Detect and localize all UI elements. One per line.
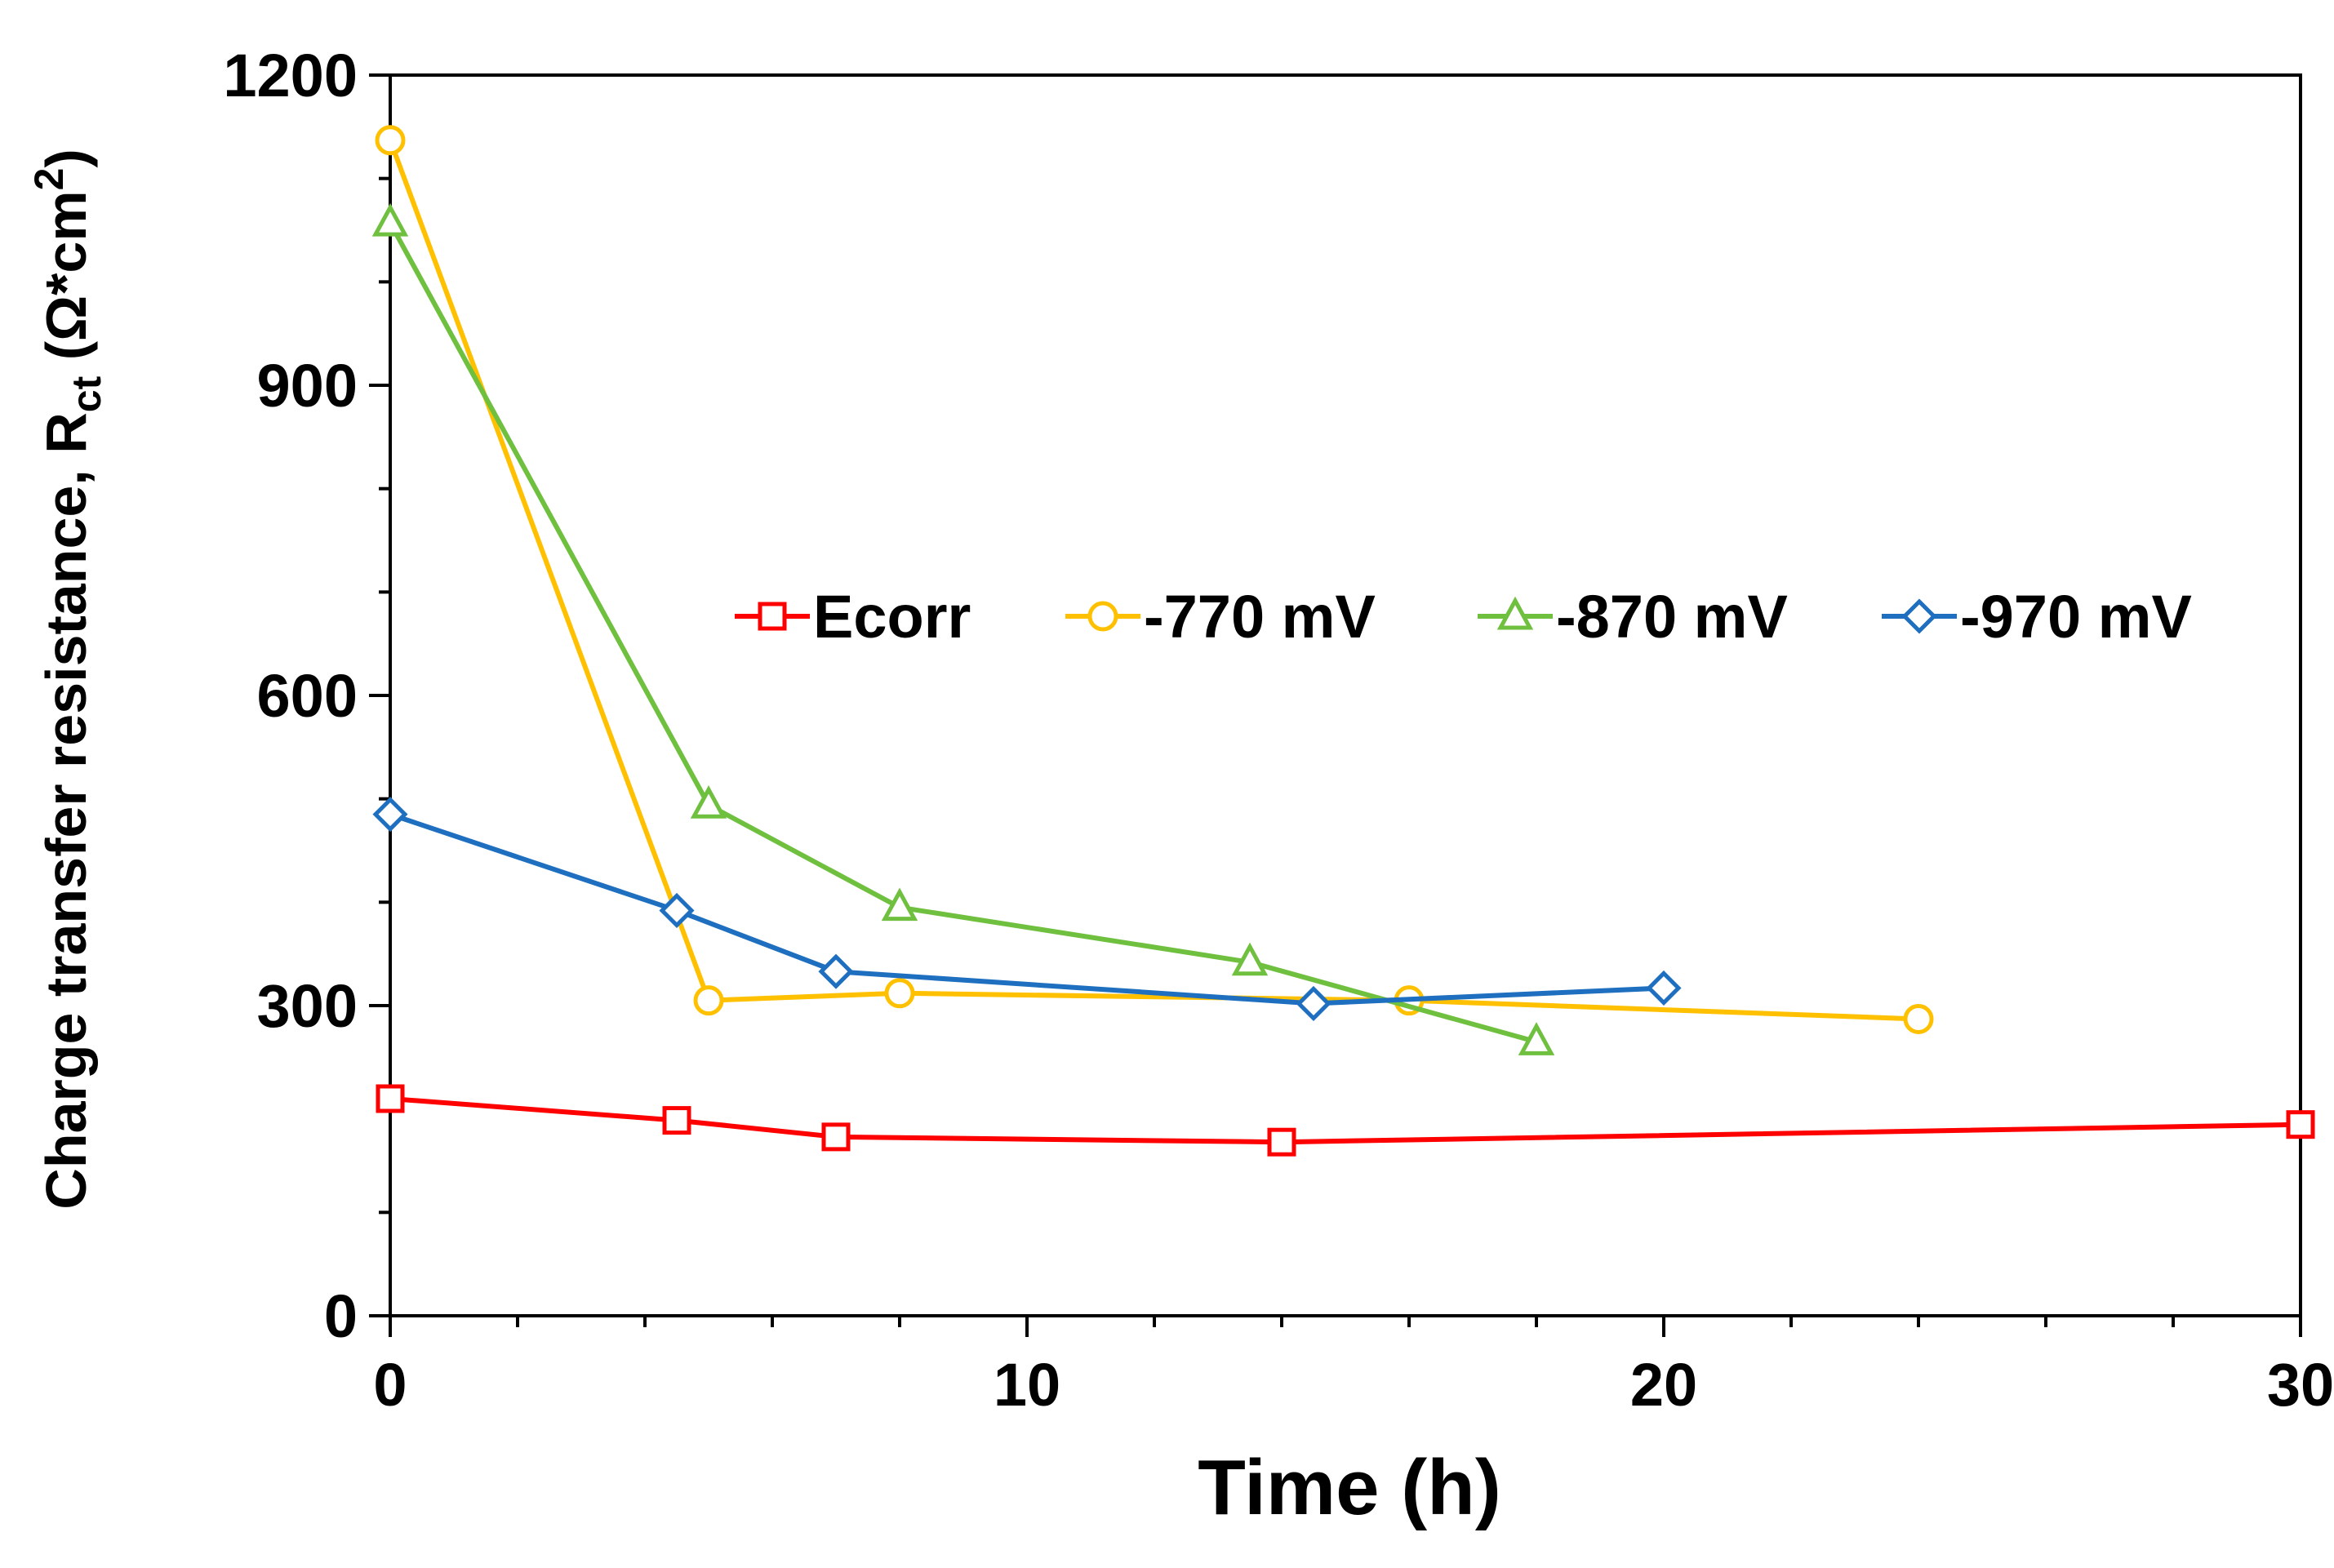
series-1 xyxy=(375,125,1934,1034)
y-tick-label: 900 xyxy=(257,352,358,420)
y-tick-label: 0 xyxy=(324,1282,358,1350)
y-axis-title-subscript: ct xyxy=(64,375,109,412)
y-axis-title: Charge transfer resistance, Rct (Ω*cm2) xyxy=(26,149,109,1209)
data-point xyxy=(659,892,695,929)
legend-label: -770 mV xyxy=(1144,583,1376,651)
data-point xyxy=(375,125,406,156)
y-axis-title-main: Charge transfer resistance, R xyxy=(34,412,98,1210)
data-point xyxy=(693,985,724,1016)
legend: Ecorr -770 mV -870 mV -970 mV xyxy=(735,583,2192,651)
axes: 0 300 600 900 1200 0 10 20 30 xyxy=(223,42,2334,1419)
y-axis-title-unit: (Ω*cm xyxy=(34,190,98,375)
legend-marker xyxy=(758,602,787,631)
data-point xyxy=(1518,1022,1555,1055)
data-point xyxy=(821,1122,851,1152)
data-point xyxy=(1296,985,1331,1022)
legend-item: -870 mV xyxy=(1478,583,1788,651)
data-point xyxy=(818,953,854,989)
x-axis-title: Time (h) xyxy=(1198,1444,1501,1531)
legend-marker xyxy=(1901,598,1937,634)
data-point xyxy=(884,978,915,1009)
x-tick-label: 0 xyxy=(373,1351,407,1419)
y-tick-label: 300 xyxy=(257,972,358,1040)
y-axis-title-close: ) xyxy=(34,149,98,167)
data-point xyxy=(376,1084,405,1113)
y-tick-label: 1200 xyxy=(223,42,358,109)
data-point xyxy=(1903,1003,1934,1034)
data-point xyxy=(1267,1127,1296,1157)
data-point xyxy=(690,785,727,819)
legend-item: -970 mV xyxy=(1882,583,2192,651)
data-point xyxy=(2286,1110,2315,1139)
data-point xyxy=(662,1106,691,1135)
series-2 xyxy=(371,202,1555,1055)
legend-label: Ecorr xyxy=(813,583,971,651)
data-point xyxy=(1231,942,1269,976)
data-point xyxy=(1646,970,1682,1006)
series-line xyxy=(388,139,1919,1022)
legend-marker xyxy=(1496,596,1534,630)
legend-label: -970 mV xyxy=(1960,583,2192,651)
series-group xyxy=(371,125,2315,1157)
data-point xyxy=(372,797,408,833)
series-0 xyxy=(376,1084,2315,1157)
legend-item: Ecorr xyxy=(735,583,971,651)
x-tick-label: 30 xyxy=(2267,1351,2334,1419)
legend-item: -770 mV xyxy=(1065,583,1376,651)
series-line xyxy=(389,811,1665,1006)
y-tick-label: 600 xyxy=(257,662,358,730)
data-point xyxy=(371,202,409,237)
series-3 xyxy=(372,797,1682,1022)
legend-marker xyxy=(1087,601,1118,632)
x-tick-label: 20 xyxy=(1630,1351,1697,1419)
data-point xyxy=(881,887,918,922)
legend-label: -870 mV xyxy=(1556,583,1788,651)
x-tick-label: 10 xyxy=(994,1351,1060,1419)
y-axis-title-superscript: 2 xyxy=(26,168,72,191)
